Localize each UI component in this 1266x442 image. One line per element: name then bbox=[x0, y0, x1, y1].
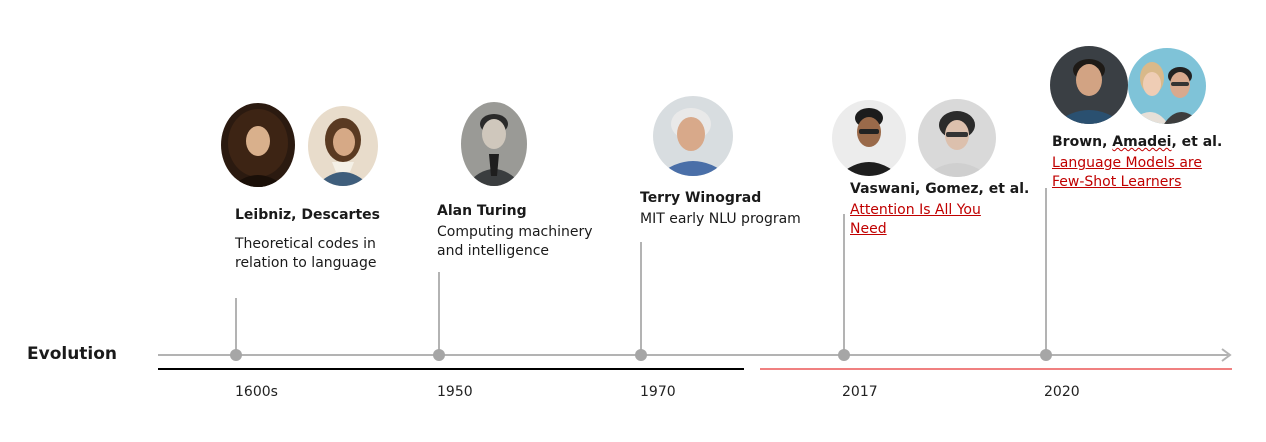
gomez-portrait bbox=[918, 99, 996, 177]
milestone-desc-1950-line1: Computing machinery bbox=[437, 224, 593, 240]
year-1600s: 1600s bbox=[235, 384, 278, 400]
milestone-name-1970: Terry Winograd bbox=[640, 190, 762, 206]
descartes-portrait bbox=[308, 106, 378, 186]
year-1950: 1950 bbox=[437, 384, 473, 400]
year-2020: 2020 bbox=[1044, 384, 1080, 400]
milestone-name-1600s: Leibniz, Descartes bbox=[235, 207, 380, 223]
paper-link-attention-line1[interactable]: Attention Is All You bbox=[850, 202, 981, 218]
dot-2017 bbox=[838, 349, 850, 361]
paper-link-fewshot-line1[interactable]: Language Models are bbox=[1052, 155, 1202, 171]
leibniz-portrait bbox=[221, 103, 295, 187]
winograd-portrait bbox=[653, 96, 733, 176]
milestone-name-1950: Alan Turing bbox=[437, 203, 527, 219]
dot-1600s bbox=[230, 349, 242, 361]
name-et-al: , et al. bbox=[1171, 134, 1223, 150]
name-brown: Brown, bbox=[1052, 134, 1113, 150]
paper-link-fewshot-line2[interactable]: Few-Shot Learners bbox=[1052, 174, 1182, 190]
brown-portrait bbox=[1050, 46, 1128, 124]
axis-arrow-icon bbox=[1221, 348, 1232, 362]
milestone-name-2017: Vaswani, Gomez, et al. bbox=[850, 181, 1030, 197]
dot-2020 bbox=[1040, 349, 1052, 361]
dot-1950 bbox=[433, 349, 445, 361]
vaswani-portrait bbox=[832, 100, 906, 176]
year-2017: 2017 bbox=[842, 384, 878, 400]
dot-1970 bbox=[635, 349, 647, 361]
turing-portrait bbox=[461, 102, 527, 186]
name-amadei-spellcheck: Amadei bbox=[1112, 134, 1172, 150]
paper-link-attention-line2[interactable]: Need bbox=[850, 221, 887, 237]
milestone-desc-1600s-line2: relation to language bbox=[235, 255, 377, 271]
evolution-label: Evolution bbox=[27, 344, 118, 364]
milestone-desc-1600s-line1: Theoretical codes in bbox=[235, 236, 376, 252]
milestone-desc-1950-line2: and intelligence bbox=[437, 243, 550, 259]
milestone-desc-1970: MIT early NLU program bbox=[640, 211, 801, 227]
milestone-name-2020: Brown, Amadei, et al. bbox=[1052, 134, 1222, 150]
year-1970: 1970 bbox=[640, 384, 676, 400]
amodei-portraits bbox=[1128, 48, 1206, 124]
